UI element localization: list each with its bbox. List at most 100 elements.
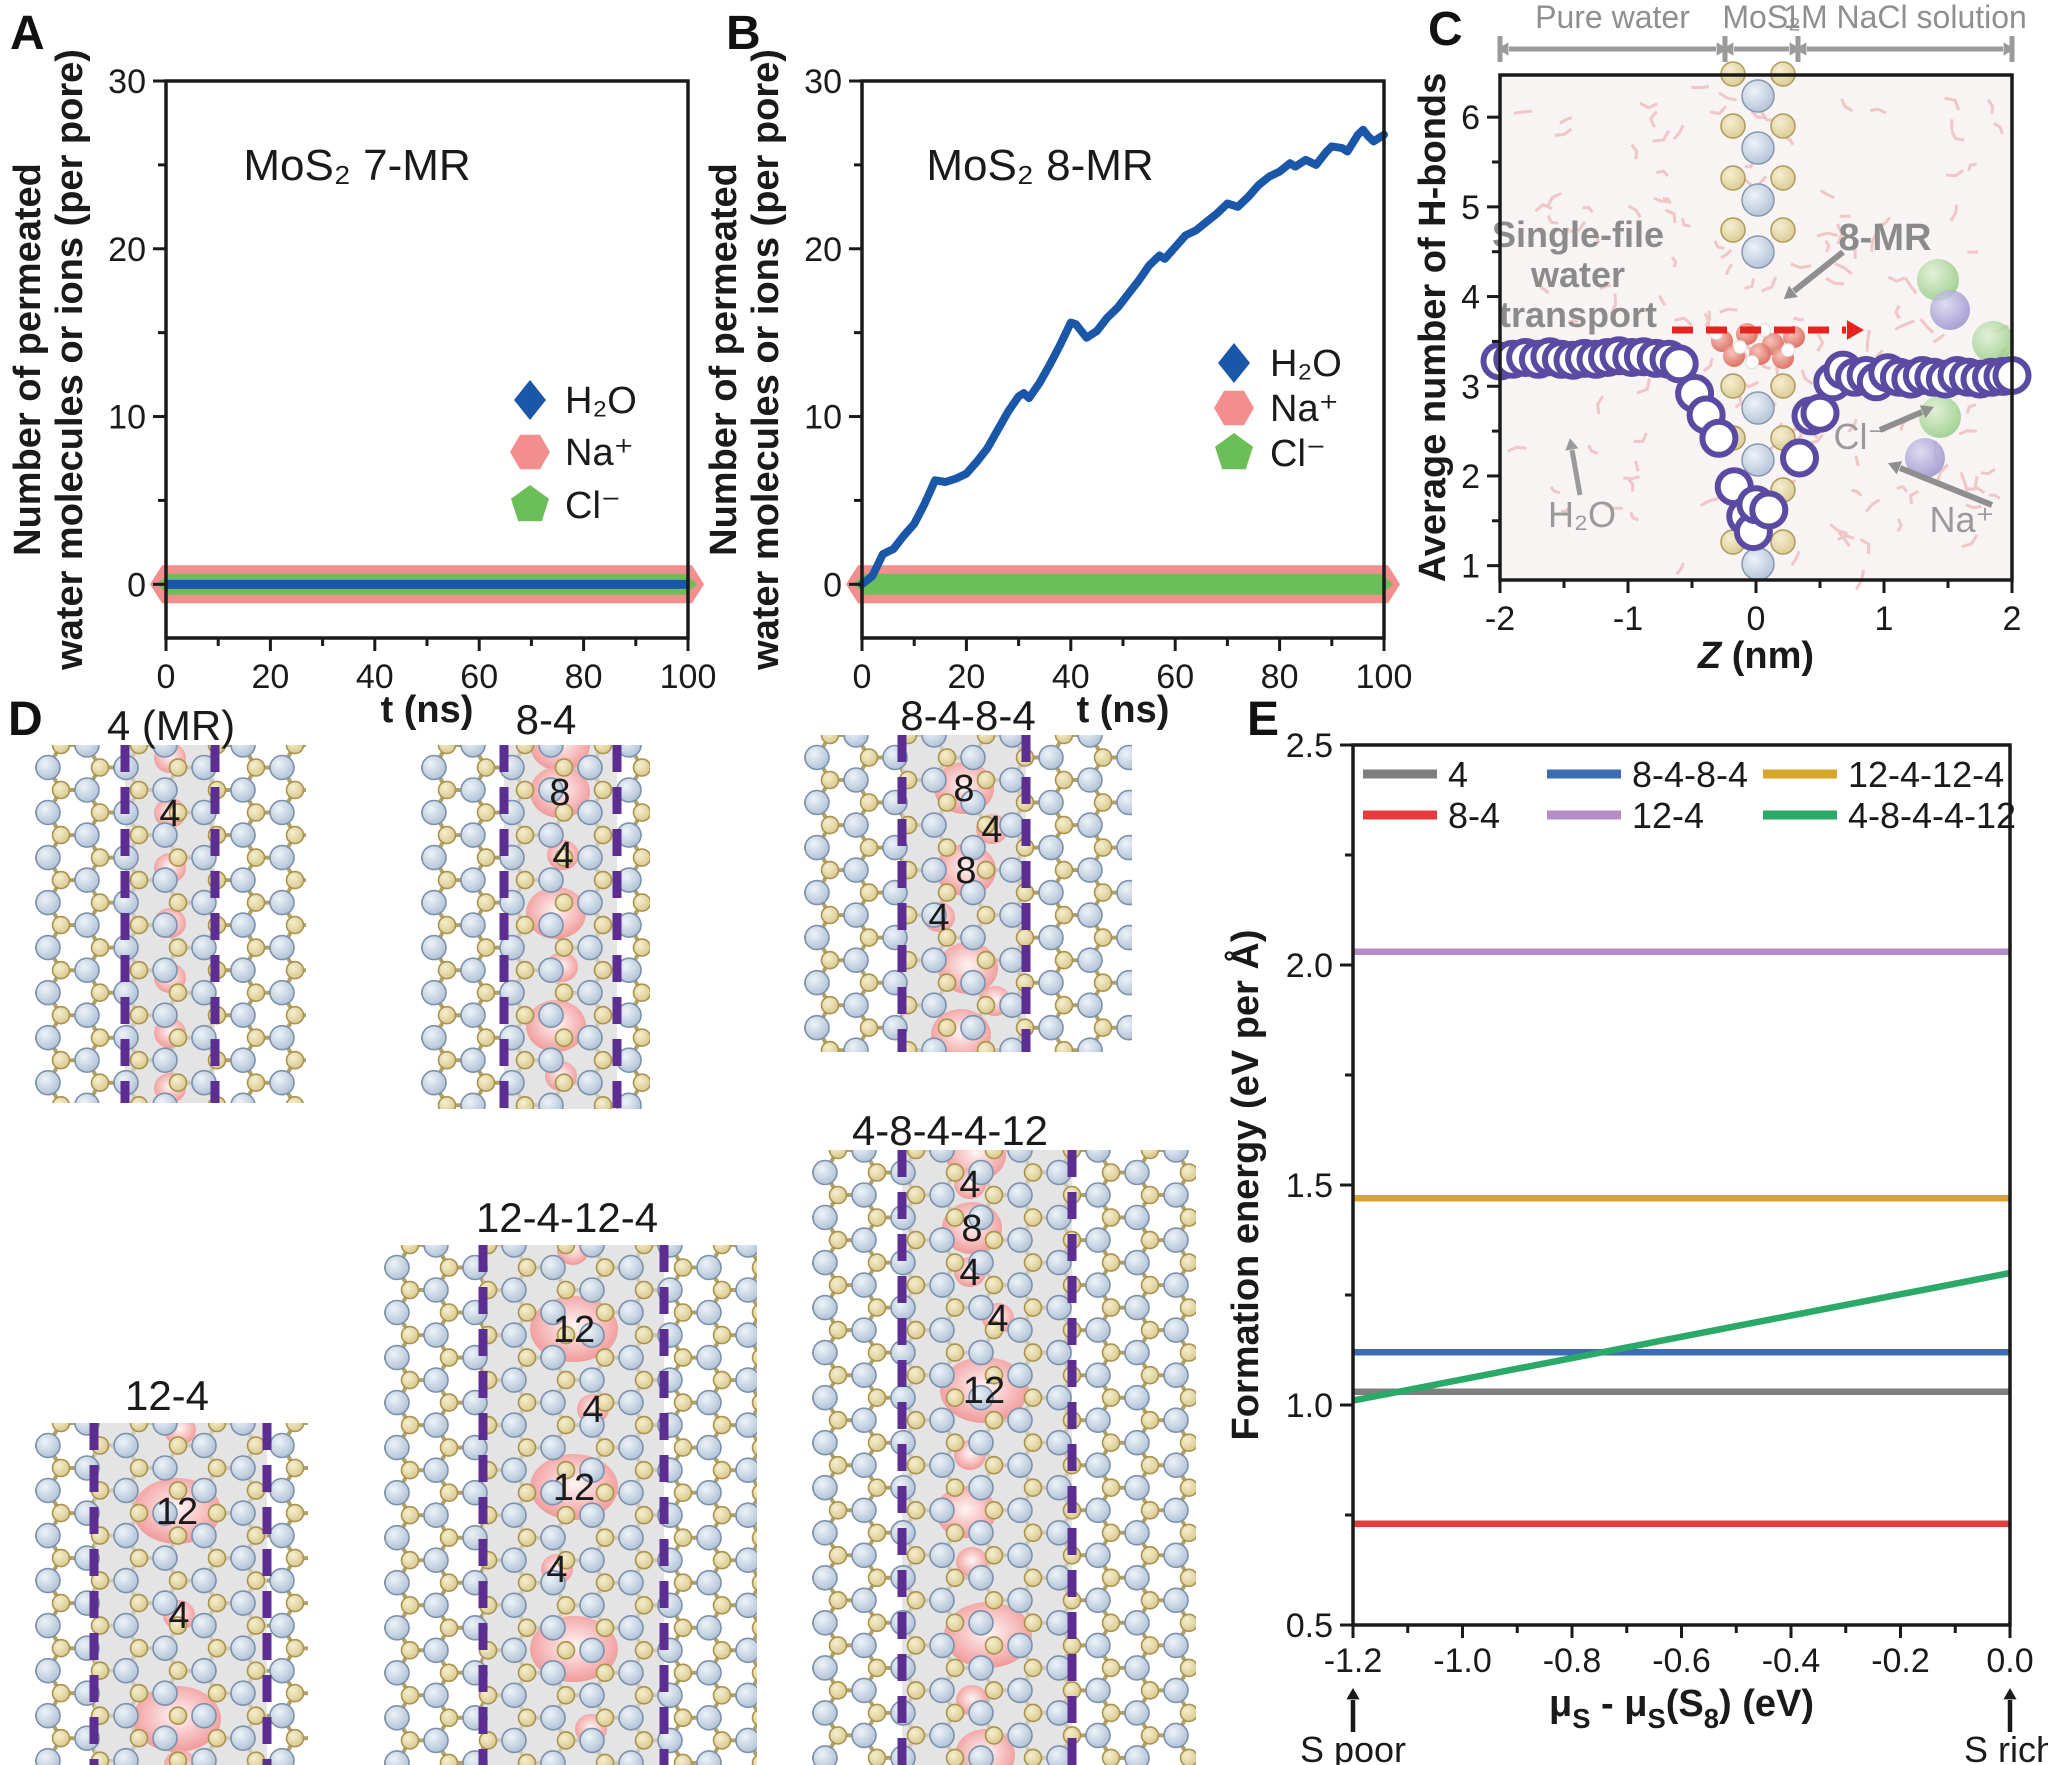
y-tick-label: 30 <box>804 63 842 101</box>
x-tick-label: -0.8 <box>1543 1642 1602 1680</box>
s-rich-label: S rich <box>1964 1729 2048 1765</box>
legend-label: 4 <box>1448 754 1468 795</box>
s-poor-label: S poor <box>1300 1729 1406 1765</box>
x-tick-label: 100 <box>1356 658 1413 696</box>
y-tick-label: 0.5 <box>1286 1607 1333 1645</box>
x-tick-label: 80 <box>1261 658 1299 696</box>
x-tick-label: 0 <box>1747 600 1766 638</box>
legend-label: Na⁺ <box>1270 388 1339 430</box>
panel-a-chart: 0 10 20 30 0 20 40 60 80 100 t (ns) Number of perme… <box>7 49 716 731</box>
series <box>846 125 1400 604</box>
legend-label: 8-4 <box>1448 795 1500 836</box>
pore-size-label: 4 <box>981 809 1002 851</box>
pore-size-label: 4 <box>987 1298 1008 1340</box>
h2o-annotation: H₂O <box>1548 494 1616 535</box>
structure-12-4: 12 4 12-4 <box>35 1372 308 1765</box>
legend-label: 4-8-4-4-12 <box>1848 795 2016 836</box>
x-tick-label: 60 <box>460 658 498 696</box>
x-tick-label: -0.2 <box>1871 1642 1930 1680</box>
x-tick-label: 60 <box>1156 658 1194 696</box>
y-tick-label: 10 <box>804 399 842 437</box>
x-tick-label: 40 <box>1052 658 1090 696</box>
pore-size-label: 8 <box>953 768 974 810</box>
pore-size-label: 4 <box>159 793 180 835</box>
pore-size-label: 12 <box>156 1491 198 1533</box>
x-tick-label: 80 <box>565 658 603 696</box>
y-tick-label: 1.0 <box>1286 1387 1333 1425</box>
y-tick-label: 3 <box>1461 368 1480 406</box>
pore-size-label: 4 <box>582 1389 603 1431</box>
legend-label: Cl⁻ <box>1270 433 1326 475</box>
single-file-text: water <box>1530 254 1625 295</box>
y-tick-label: 0 <box>127 566 146 604</box>
pore-size-label: 12 <box>553 1467 595 1509</box>
series <box>1352 948 2011 1528</box>
x-tick-label: 2 <box>2003 600 2022 638</box>
pore-size-label: 4 <box>546 1549 567 1591</box>
region-label: MoS₂ <box>1722 0 1800 35</box>
x-tick-label: -0.4 <box>1762 1642 1821 1680</box>
transport-arrow-icon <box>1672 320 1864 340</box>
panel-c-label: C <box>1428 3 1463 56</box>
structure-12-4-12-4: 12 4 12 4 12-4-12-4 <box>384 1194 757 1765</box>
x-tick-label: -1 <box>1613 600 1643 638</box>
panel-d-label: D <box>8 693 43 746</box>
na-ion-sphere <box>1930 290 1970 330</box>
mos2-membrane <box>1720 61 1796 581</box>
axis-ticks: 0.5 1.0 1.5 2.0 2.5 -1.2 -1.0 -0.8 -0.6 -0.4 -0.2 0… <box>1286 727 2034 1680</box>
y-tick-label: 2.5 <box>1286 727 1333 765</box>
hexagon-marker-icon <box>1214 390 1254 426</box>
pore-size-label: 4 <box>959 1252 980 1294</box>
chemical-potential-ends: S poor S rich <box>1300 1688 2048 1765</box>
pore-size-label: 4 <box>959 1164 980 1206</box>
axis-ticks: 0 10 20 30 0 20 40 60 80 100 <box>804 63 1412 696</box>
pore-size-label: 8 <box>961 1208 982 1250</box>
legend-label: 12-4 <box>1632 795 1704 836</box>
structure-4-MR-: 4 4 (MR) <box>35 702 306 1103</box>
x-axis-label: Z (nm) <box>1697 635 1814 677</box>
y-tick-label: 1 <box>1461 548 1480 586</box>
diamond-marker-icon <box>514 380 546 420</box>
data-point <box>1699 418 1739 458</box>
pore-size-label: 12 <box>553 1309 595 1351</box>
structure-title: 8-4 <box>516 696 577 743</box>
data-point <box>1659 344 1699 384</box>
single-file-text: Single-file <box>1492 214 1664 255</box>
panel-e-chart: 0.5 1.0 1.5 2.0 2.5 -1.2 -1.0 -0.8 -0.6 -0.4 -0.2 0… <box>1223 727 2048 1765</box>
x-tick-label: 20 <box>251 658 289 696</box>
legend-label: Cl⁻ <box>565 485 621 527</box>
axis-ticks: 0 10 20 30 0 20 40 60 80 100 <box>108 63 716 696</box>
pore-size-label: 4 <box>168 1595 189 1637</box>
cl-annotation: Cl⁻ <box>1834 416 1887 457</box>
pentagon-marker-icon <box>1215 433 1253 470</box>
x-tick-label: -1.2 <box>1324 1642 1383 1680</box>
water-squiggles <box>1507 85 2010 591</box>
structure-8-4: 8 4 8-4 <box>421 696 650 1109</box>
axis-ticks: 1 2 3 4 5 6 -2 -1 0 1 2 <box>1461 99 2021 638</box>
x-tick-label: 0 <box>157 658 176 696</box>
x-tick-label: -0.6 <box>1652 1642 1711 1680</box>
y-axis-label-line2: water molecules or ions (per pore) <box>745 49 787 671</box>
structure-title: 8-4-8-4 <box>900 692 1035 739</box>
pore-size-label: 4 <box>552 835 573 877</box>
data-point <box>1780 438 1819 478</box>
na-annotation: Na⁺ <box>1929 499 1994 540</box>
x-tick-label: -1.0 <box>1433 1642 1492 1680</box>
structure-title: 4-8-4-4-12 <box>852 1107 1048 1154</box>
y-axis-label-line1: Number of permeated <box>7 163 49 556</box>
y-tick-label: 20 <box>804 231 842 269</box>
cl-ion-sphere <box>1972 321 2014 363</box>
region-label: 1M NaCl solution <box>1783 0 2027 35</box>
na-ion-sphere <box>1905 438 1945 478</box>
ion-spheres <box>1905 259 2014 478</box>
data-point <box>1800 393 1840 433</box>
y-tick-label: 10 <box>108 399 146 437</box>
x-tick-label: -2 <box>1485 600 1515 638</box>
